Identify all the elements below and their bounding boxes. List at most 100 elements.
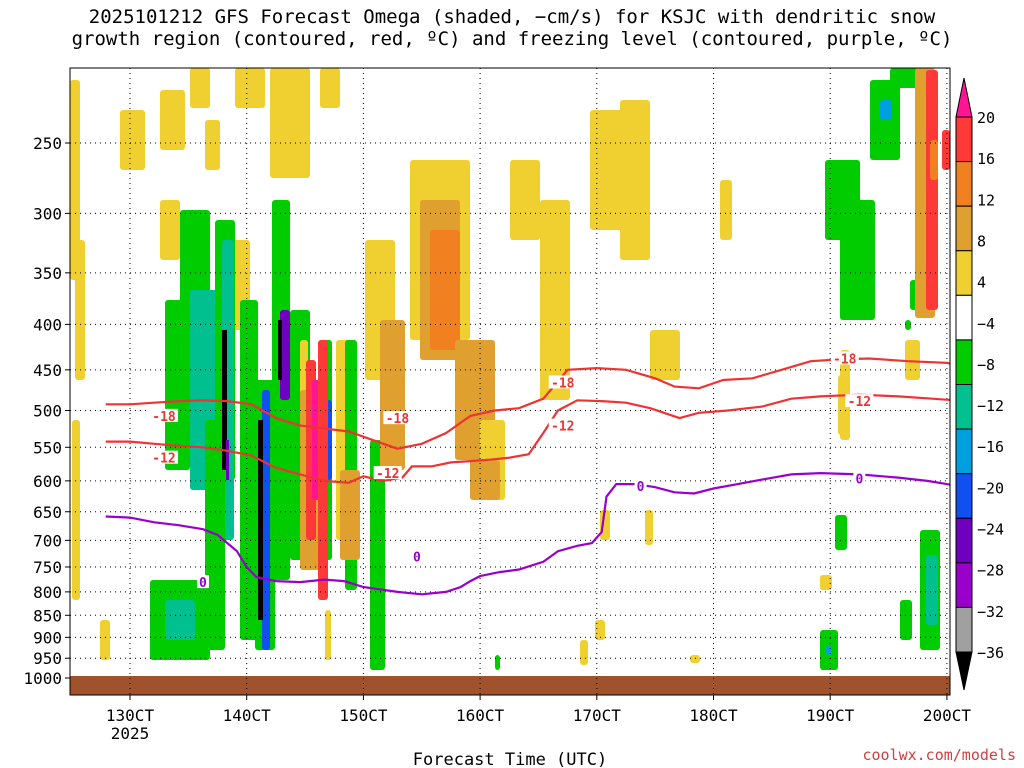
y-tick-label: 950 — [33, 649, 62, 668]
omega-cell — [75, 240, 85, 380]
omega-cell — [226, 440, 229, 480]
y-tick-label: 750 — [33, 558, 62, 577]
omega-cell — [942, 130, 950, 170]
ground-below-surface — [70, 676, 950, 695]
chart-title-line-2: growth region (contoured, red, ºC) and f… — [71, 28, 953, 50]
omega-cell — [650, 330, 680, 380]
y-tick-label: 650 — [33, 503, 62, 522]
omega-cell — [72, 420, 80, 600]
colorbar-swatch — [955, 473, 973, 519]
omega-cell — [926, 555, 938, 625]
omega-cell — [165, 600, 195, 640]
y-tick-label: 300 — [33, 204, 62, 223]
pressure-axis: 250 300 350 400 450 500 550 600 650 700 750 800 850 9… — [23, 134, 70, 688]
omega-cell — [100, 620, 110, 660]
omega-cell — [826, 645, 832, 655]
omega-cell — [160, 200, 180, 260]
contour-label: -18 — [833, 353, 857, 368]
colorbar-swatch — [955, 250, 973, 296]
colorbar-label: −20 — [977, 479, 1004, 497]
omega-cell — [120, 110, 145, 170]
y-tick-label: 450 — [33, 361, 62, 380]
colorbar-label: 20 — [977, 109, 995, 127]
colorbar-label: −32 — [977, 603, 1004, 621]
omega-cell — [325, 610, 331, 660]
contour-label: 0 — [637, 480, 645, 495]
omega-cell — [280, 310, 290, 400]
colorbar-swatch — [955, 428, 973, 475]
omega-cell — [270, 68, 310, 178]
x-tick-label: 200CT — [923, 706, 972, 725]
colorbar-label: 4 — [977, 274, 986, 292]
y-tick-label: 400 — [33, 315, 62, 334]
colorbar-swatch — [955, 517, 973, 564]
x-tick-label: 170CT — [573, 706, 622, 725]
contour-label-bg — [150, 450, 179, 464]
colorbar: 20 16 12 8 4 −4 −8 −12 −16 −20 −24 −28 −32 −36 — [955, 77, 1004, 691]
grid-lines — [70, 68, 950, 695]
colorbar-label: −28 — [977, 562, 1004, 580]
colorbar-swatch — [955, 116, 973, 163]
y-tick-label: 500 — [33, 402, 62, 421]
omega-cell — [70, 80, 80, 280]
omega-cell — [318, 340, 328, 600]
omega-cell — [470, 460, 500, 500]
omega-cell — [540, 200, 570, 400]
omega-cell — [380, 590, 385, 650]
omega-cell — [340, 470, 360, 560]
omega-cell — [900, 600, 912, 640]
contour-label-bg — [548, 375, 577, 389]
y-tick-label: 850 — [33, 606, 62, 625]
colorbar-swatch — [955, 205, 973, 252]
colorbar-swatch — [955, 294, 973, 341]
contour-label-bg — [410, 549, 423, 563]
colorbar-label: −36 — [977, 644, 1004, 662]
omega-cell — [190, 68, 210, 108]
colorbar-swatch — [955, 384, 973, 430]
contour-label: -18 — [152, 410, 176, 425]
omega-cell — [926, 70, 938, 310]
x-tick-label: 130CT — [106, 706, 155, 725]
colorbar-label: 8 — [977, 232, 986, 250]
contour-label: -12 — [848, 395, 871, 410]
omega-cell — [165, 300, 190, 470]
omega-cell — [905, 340, 920, 380]
contour-label-bg — [196, 575, 209, 589]
omega-cell — [595, 620, 605, 640]
omega-cell — [262, 390, 270, 650]
omega-cell — [838, 375, 846, 435]
colorbar-swatch — [955, 161, 973, 207]
y-tick-label: 600 — [33, 472, 62, 491]
y-tick-label: 700 — [33, 531, 62, 550]
contour-label-bg — [548, 418, 577, 432]
x-tick-label: 180CT — [689, 706, 738, 725]
y-tick-label: 1000 — [23, 669, 62, 688]
omega-cell — [580, 640, 588, 665]
chart-title-line-1: 2025101212 GFS Forecast Omega (shaded, −… — [88, 6, 936, 28]
y-tick-label: 550 — [33, 438, 62, 457]
temperature-contours: -18 -18 -18 -18 -12 -12 -12 -12 0 0 0 0 — [105, 351, 950, 596]
colorbar-label: 12 — [977, 191, 995, 209]
omega-cell — [820, 575, 832, 590]
colorbar-top-arrow — [955, 77, 973, 118]
colorbar-label: −16 — [977, 438, 1004, 456]
omega-cell — [835, 515, 847, 550]
time-axis: 130CT 140CT 150CT 160CT 170CT 180CT 190CT 200CT… — [106, 695, 971, 743]
omega-cell — [645, 510, 653, 545]
x-tick-label: 160CT — [456, 706, 505, 725]
y-tick-label: 800 — [33, 583, 62, 602]
omega-cell — [930, 140, 938, 180]
contour-label-bg — [383, 411, 412, 425]
omega-cell — [235, 68, 265, 108]
omega-cell — [430, 230, 460, 350]
omega-cell — [905, 320, 911, 330]
omega-cell — [840, 200, 875, 320]
credit-text: coolwx.com/models — [862, 746, 1016, 764]
x-axis-label: Forecast Time (UTC) — [413, 750, 607, 768]
contour-label: -18 — [551, 376, 575, 391]
colorbar-label: −12 — [977, 397, 1004, 415]
contour-label: 0 — [855, 472, 863, 487]
x-tick-label: 190CT — [806, 706, 855, 725]
y-tick-label: 350 — [33, 264, 62, 283]
